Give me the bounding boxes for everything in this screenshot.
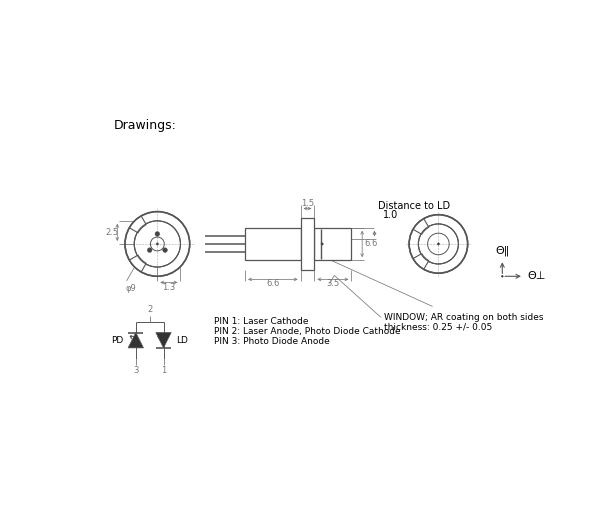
Text: PIN 2: Laser Anode, Photo Diode Cathode: PIN 2: Laser Anode, Photo Diode Cathode: [214, 327, 400, 336]
Circle shape: [321, 243, 323, 245]
Text: thickness: 0.25 +/- 0.05: thickness: 0.25 +/- 0.05: [385, 322, 493, 331]
Circle shape: [156, 243, 158, 245]
Text: 1.5: 1.5: [301, 200, 314, 208]
Text: 2.5: 2.5: [106, 228, 118, 237]
Wedge shape: [413, 254, 429, 269]
Polygon shape: [128, 332, 143, 348]
Text: Θ⊥: Θ⊥: [527, 271, 545, 281]
Circle shape: [437, 243, 440, 245]
Text: PIN 1: Laser Cathode: PIN 1: Laser Cathode: [214, 317, 308, 326]
Text: 3: 3: [133, 366, 139, 375]
Text: Θ‖: Θ‖: [495, 246, 509, 256]
Text: 6.6: 6.6: [365, 239, 378, 248]
Text: 3.5: 3.5: [326, 279, 340, 289]
Bar: [245, 228, 301, 260]
Text: Distance to LD: Distance to LD: [379, 201, 451, 211]
Text: 2: 2: [147, 305, 152, 314]
Circle shape: [502, 276, 503, 277]
Polygon shape: [156, 332, 171, 348]
Text: PIN 3: Photo Diode Anode: PIN 3: Photo Diode Anode: [214, 337, 329, 346]
Text: φ9: φ9: [125, 284, 136, 293]
Text: LD: LD: [176, 335, 188, 345]
Wedge shape: [413, 218, 429, 234]
Text: 1: 1: [161, 366, 166, 375]
Text: PD: PD: [111, 335, 124, 345]
Wedge shape: [130, 216, 146, 233]
Circle shape: [155, 232, 160, 236]
Text: Drawings:: Drawings:: [113, 119, 176, 132]
Text: 1.3: 1.3: [162, 282, 176, 291]
Text: WINDOW; AR coating on both sides: WINDOW; AR coating on both sides: [385, 313, 544, 322]
Text: 6.6: 6.6: [266, 279, 280, 289]
Circle shape: [163, 248, 167, 253]
Bar: [314, 228, 352, 260]
Wedge shape: [130, 255, 146, 272]
Text: 1.0: 1.0: [383, 210, 398, 220]
Circle shape: [148, 248, 152, 253]
Bar: [301, 218, 314, 270]
